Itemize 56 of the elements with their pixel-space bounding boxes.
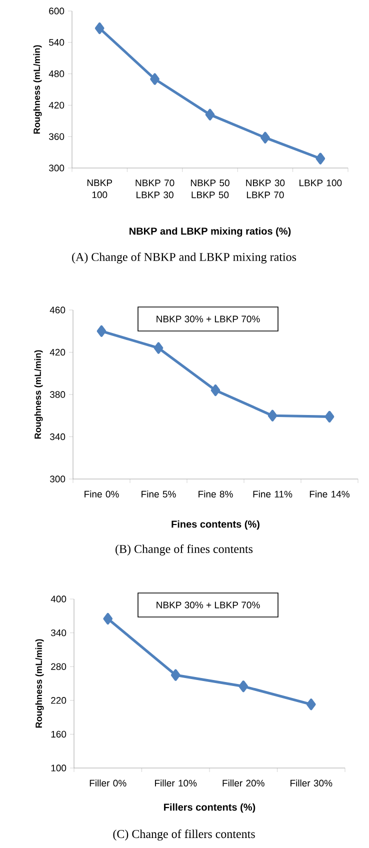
y-tick-label: 460	[50, 306, 66, 314]
y-tick-label: 600	[49, 8, 64, 14]
y-tick-label: 300	[48, 164, 64, 172]
y-tick-label: 340	[50, 433, 66, 440]
point	[268, 410, 278, 422]
point	[103, 612, 113, 625]
y-tick-label: 420	[48, 102, 64, 109]
y-tick-label: 420	[50, 348, 66, 356]
annotation: NBKP 30% + LBKP 70%	[156, 316, 260, 322]
x-axis-title: Fines contents (%)	[172, 520, 260, 530]
x-axis-title: NBKP and LBKP mixing ratios (%)	[130, 227, 291, 237]
text: (B) Change of fines contents	[116, 544, 253, 556]
x-tick-label: Fine 0%	[84, 490, 119, 498]
x-tick-label: Fine 5%	[142, 490, 176, 498]
text: (C) Change of fillers contents	[113, 829, 255, 841]
y-tick-label: 100	[51, 764, 66, 772]
y-tick-label: 360	[48, 133, 64, 140]
y-tick-label: 340	[50, 629, 66, 636]
y-tick-label: 300	[50, 476, 66, 482]
x-axis-title: Fillers contents (%)	[164, 803, 256, 813]
y-tick-label: 220	[51, 697, 66, 704]
x-tick-label: Filler 0%	[90, 780, 126, 787]
x-tick-label: Fine 11%	[253, 490, 292, 498]
y-axis-title: Roughness (mL/min)	[35, 639, 44, 728]
x-tick-label: Filler 30%	[290, 780, 332, 787]
y-tick-label: 480	[48, 70, 64, 78]
annotation: NBKP 30% + LBKP 70%	[156, 602, 260, 608]
x-tick-label: Fine 8%	[198, 490, 233, 498]
point	[150, 73, 160, 85]
y-tick-label: 540	[49, 39, 64, 46]
y-tick-label: 160	[51, 730, 66, 738]
x-tick-label: Filler 20%	[222, 780, 264, 787]
point	[94, 22, 104, 34]
x-tick-label: NBKP 70 LBKP 30	[136, 180, 174, 198]
x-tick-label: NBKP 50 LBKP 50	[190, 180, 230, 198]
point	[260, 132, 270, 144]
y-tick-label: 280	[51, 663, 66, 670]
y-axis-title: Roughness (mL/min)	[34, 350, 43, 439]
y-tick-label: 380	[50, 391, 66, 398]
x-tick-label: Filler 10%	[155, 780, 197, 787]
y-tick-label: 400	[50, 596, 66, 602]
point	[205, 108, 215, 120]
x-tick-label: Fine 14%	[310, 490, 350, 498]
x-tick-label: NBKP 30 LBKP 70	[246, 180, 285, 198]
point	[170, 669, 180, 681]
point	[210, 384, 220, 396]
x-tick-label: NBKP 100	[87, 180, 112, 198]
x-tick-label: LBKP 100	[300, 180, 342, 186]
point	[96, 325, 106, 337]
point	[306, 698, 316, 710]
text: (A) Change of NBKP and LBKP mixing ratios	[72, 252, 296, 264]
y-axis-title: Roughness (mL/min)	[33, 45, 42, 134]
point	[316, 152, 326, 164]
point	[238, 680, 248, 692]
point	[154, 342, 164, 354]
point	[324, 410, 334, 422]
